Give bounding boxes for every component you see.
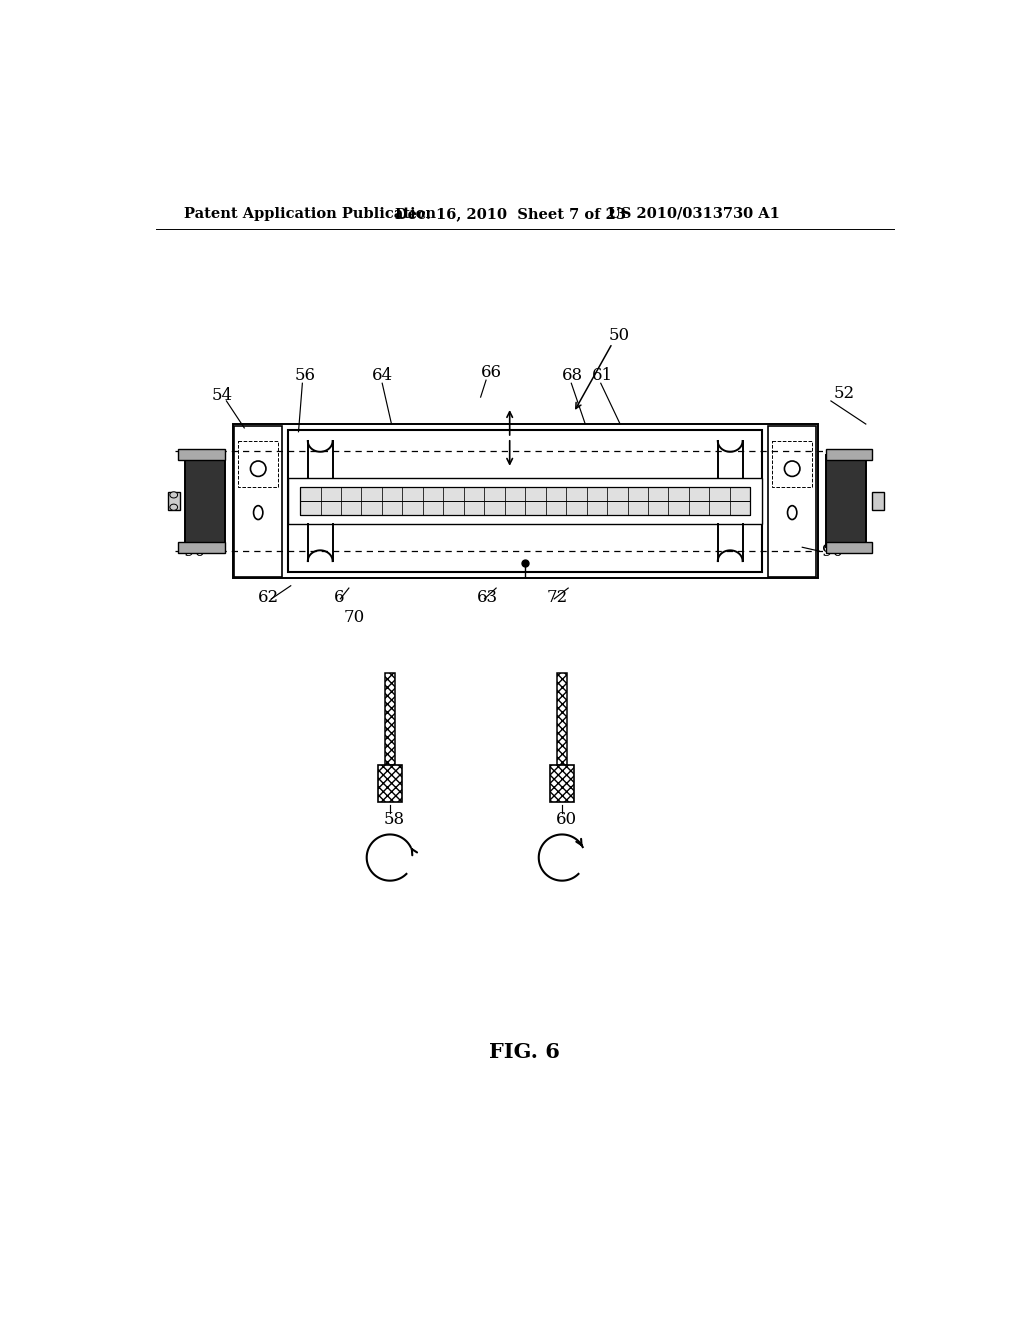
Bar: [768, 425, 816, 577]
Text: 61: 61: [592, 367, 612, 384]
Bar: [378, 766, 402, 803]
Bar: [772, 441, 812, 487]
Bar: [232, 424, 818, 578]
Text: 60: 60: [556, 810, 577, 828]
Bar: [168, 492, 180, 511]
Text: US 2010/0313730 A1: US 2010/0313730 A1: [608, 207, 780, 220]
Bar: [289, 430, 762, 572]
Text: 52: 52: [834, 384, 854, 401]
Bar: [825, 449, 872, 461]
Text: FIG. 6: FIG. 6: [489, 1041, 560, 1061]
Bar: [825, 543, 872, 553]
Text: 66: 66: [480, 364, 502, 381]
Text: 56: 56: [295, 367, 315, 384]
Text: 90: 90: [183, 543, 205, 560]
Text: 63: 63: [477, 589, 498, 606]
Ellipse shape: [170, 492, 177, 498]
Bar: [550, 766, 574, 803]
Bar: [184, 455, 225, 548]
Text: 72: 72: [547, 589, 567, 606]
Text: 6: 6: [334, 589, 345, 606]
Text: 90: 90: [821, 543, 843, 560]
Text: 62: 62: [258, 589, 280, 606]
Ellipse shape: [170, 504, 177, 511]
Bar: [557, 673, 567, 766]
Text: 68: 68: [562, 367, 583, 384]
Text: 54: 54: [212, 387, 232, 404]
Text: 64: 64: [372, 367, 393, 384]
Bar: [178, 543, 225, 553]
Bar: [238, 441, 279, 487]
Text: 58: 58: [384, 810, 404, 828]
Bar: [825, 455, 866, 548]
Text: Patent Application Publication: Patent Application Publication: [183, 207, 436, 220]
Text: Dec. 16, 2010  Sheet 7 of 23: Dec. 16, 2010 Sheet 7 of 23: [395, 207, 627, 220]
Bar: [385, 673, 395, 766]
Bar: [289, 478, 762, 524]
Text: 70: 70: [343, 609, 365, 626]
Bar: [234, 425, 283, 577]
Bar: [872, 492, 885, 511]
Text: 50: 50: [608, 327, 630, 345]
Bar: [178, 449, 225, 461]
Bar: [300, 487, 751, 515]
